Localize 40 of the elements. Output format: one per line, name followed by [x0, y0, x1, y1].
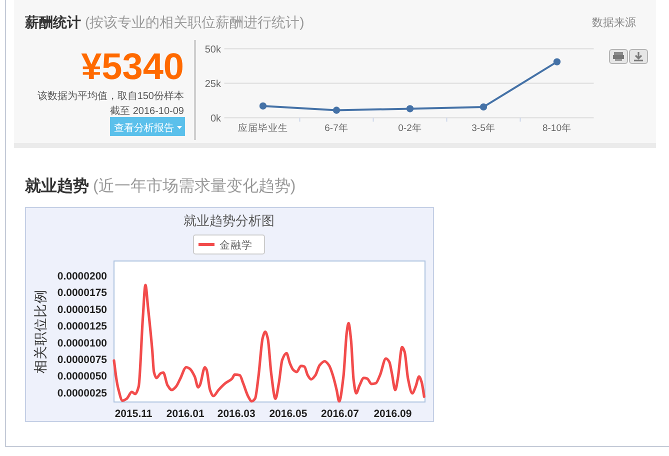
y-tick-label: 25k [204, 78, 222, 90]
chart-title: 就业趋势分析图 [184, 213, 274, 228]
x-tick-label: 2016.03 [217, 408, 256, 420]
x-tick-label: 2016.09 [374, 408, 412, 420]
text: 数据来源 [592, 16, 636, 29]
text: ¥5340 [81, 46, 184, 87]
legend-label: 金融学 [220, 239, 252, 252]
text: 查看分析报告 [114, 122, 174, 134]
x-tick-label: 2016.05 [269, 408, 308, 420]
text: (近一年市场需求量变化趋势) [93, 177, 296, 195]
y-tick-label: 0.0000175 [57, 287, 108, 300]
point [480, 103, 488, 111]
y-tick-label: 0.0000125 [57, 320, 108, 333]
x-tick-label: 2016.01 [166, 408, 205, 420]
point [406, 105, 414, 112]
point [553, 58, 561, 66]
x-tick-label: 3-5年 [472, 122, 496, 134]
y-tick-label: 0.0000075 [57, 354, 108, 366]
text: 就业趋势 [24, 177, 89, 195]
y-tick-label: 50k [204, 44, 222, 56]
text: 截至 2016-10-09 [110, 105, 184, 117]
point [332, 106, 340, 114]
y-tick-label: 0k [210, 113, 222, 124]
x-tick-label: 6-7年 [324, 122, 348, 134]
text: (按该专业的相关职位薪酬进行统计) [85, 14, 304, 30]
x-tick-label: 应届毕业生 [238, 122, 288, 134]
y-tick-label: 0.0000150 [57, 304, 108, 316]
text: 该数据为平均值，取自150份样本 [37, 90, 184, 102]
line-series [112, 284, 426, 403]
y-axis-title: 相关职位比例 [33, 290, 48, 374]
point [259, 102, 267, 110]
y-tick-label: 0.0000025 [57, 387, 108, 400]
y-tick-label: 0.0000200 [57, 270, 108, 282]
x-tick-label: 8-10年 [542, 122, 572, 134]
y-tick-label: 0.0000100 [57, 337, 108, 350]
y-tick-label: 0.0000050 [57, 370, 108, 383]
x-tick-label: 2015.11 [114, 408, 152, 420]
x-tick-label: 2016.07 [321, 408, 360, 420]
text: 薪酬统计 [24, 14, 81, 30]
x-tick-label: 0-2年 [398, 122, 422, 134]
